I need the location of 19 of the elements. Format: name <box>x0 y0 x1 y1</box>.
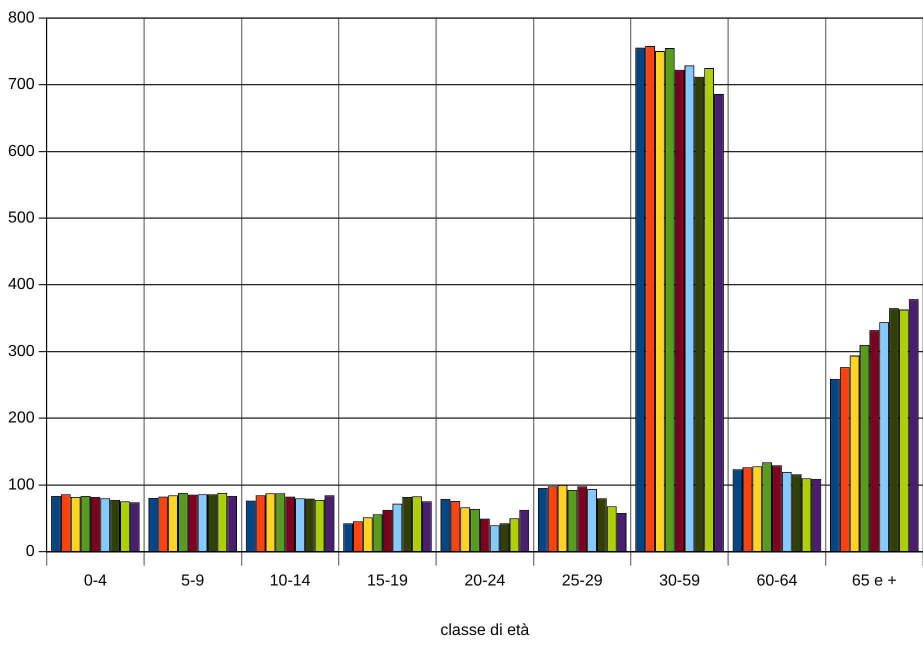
x-tick-label: 15-19 <box>367 572 408 590</box>
y-tick-label: 0 <box>26 543 35 560</box>
x-tick-label: 60-64 <box>756 572 798 590</box>
y-tick-label: 200 <box>8 410 35 427</box>
y-tick-label: 400 <box>8 276 35 294</box>
y-tick-label: 600 <box>8 142 35 160</box>
x-axis-title: classe di età <box>440 622 530 639</box>
x-tick-label: 25-29 <box>562 572 603 590</box>
x-tick-label: 65 e + <box>852 572 897 590</box>
x-tick-label: 0-4 <box>84 572 108 590</box>
y-tick-label: 300 <box>8 342 35 360</box>
x-tick-label: 20-24 <box>464 572 506 590</box>
y-tick-label: 100 <box>8 476 35 494</box>
x-tick-label: 10-14 <box>270 572 311 590</box>
y-tick-label: 500 <box>8 210 35 227</box>
x-tick-label: 30-59 <box>659 572 700 590</box>
y-tick-label: 700 <box>8 76 35 94</box>
x-tick-label: 5-9 <box>181 572 204 590</box>
y-tick-label: 800 <box>8 9 35 26</box>
